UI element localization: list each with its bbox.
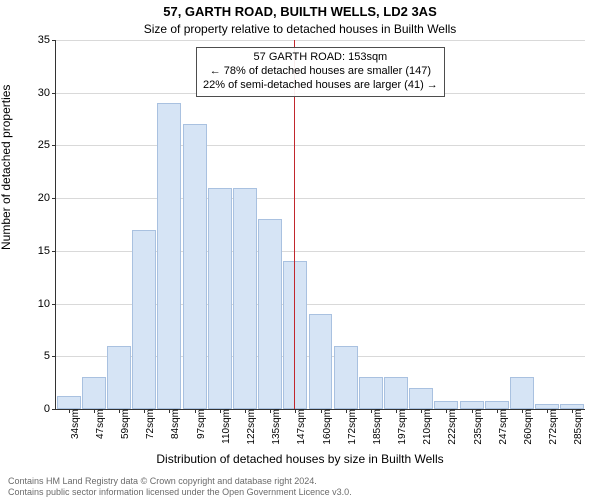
xtick-label: 122sqm [242, 409, 257, 445]
gridline [56, 40, 585, 41]
histogram-bar [384, 377, 408, 409]
histogram-bar [258, 219, 282, 409]
histogram-bar [434, 401, 458, 409]
x-axis-label: Distribution of detached houses by size … [0, 452, 600, 466]
ytick-label: 0 [44, 403, 56, 415]
ytick-label: 10 [38, 298, 56, 310]
xtick-label: 197sqm [393, 409, 408, 445]
xtick-label: 59sqm [116, 409, 131, 439]
ytick-label: 15 [38, 245, 56, 257]
xtick-label: 185sqm [368, 409, 383, 445]
histogram-bar [183, 124, 207, 409]
credit-text: Contains HM Land Registry data © Crown c… [8, 476, 592, 499]
gridline [56, 198, 585, 199]
xtick-label: 110sqm [217, 409, 232, 444]
annotation-box: 57 GARTH ROAD: 153sqm← 78% of detached h… [196, 47, 445, 96]
histogram-bar [485, 401, 509, 409]
xtick-label: 135sqm [267, 409, 282, 445]
credit-line-1: Contains HM Land Registry data © Crown c… [8, 476, 592, 487]
annotation-line: ← 78% of detached houses are smaller (14… [203, 65, 438, 79]
xtick-label: 147sqm [292, 409, 307, 445]
xtick-label: 272sqm [544, 409, 559, 445]
ytick-label: 25 [38, 139, 56, 151]
xtick-label: 235sqm [469, 409, 484, 445]
xtick-label: 247sqm [494, 409, 509, 445]
credit-line-2: Contains public sector information licen… [8, 487, 592, 498]
ytick-label: 20 [38, 192, 56, 204]
histogram-bar [57, 396, 81, 409]
histogram-bar [334, 346, 358, 409]
histogram-bar [409, 388, 433, 409]
xtick-label: 84sqm [166, 409, 181, 439]
histogram-bar [460, 401, 484, 409]
xtick-label: 222sqm [443, 409, 458, 445]
annotation-line: 22% of semi-detached houses are larger (… [203, 79, 438, 93]
histogram-bar [510, 377, 534, 409]
histogram-bar [283, 261, 307, 409]
xtick-label: 210sqm [418, 409, 433, 445]
y-axis-label: Number of detached properties [0, 85, 13, 250]
histogram-bar [359, 377, 383, 409]
histogram-bar [82, 377, 106, 409]
histogram-bar [309, 314, 333, 409]
xtick-label: 34sqm [66, 409, 81, 439]
xtick-label: 47sqm [91, 409, 106, 439]
annotation-line: 57 GARTH ROAD: 153sqm [203, 51, 438, 65]
ytick-label: 5 [44, 350, 56, 362]
xtick-label: 160sqm [318, 409, 333, 445]
xtick-label: 285sqm [569, 409, 584, 445]
histogram-bar [157, 103, 181, 409]
chart-container: 57, GARTH ROAD, BUILTH WELLS, LD2 3AS Si… [0, 0, 600, 500]
ytick-label: 30 [38, 87, 56, 99]
plot-area: 0510152025303534sqm47sqm59sqm72sqm84sqm9… [55, 40, 585, 410]
xtick-label: 260sqm [519, 409, 534, 445]
histogram-bar [132, 230, 156, 409]
chart-title-sub: Size of property relative to detached ho… [0, 22, 600, 36]
xtick-label: 172sqm [343, 409, 358, 445]
histogram-bar [208, 188, 232, 409]
chart-title-super: 57, GARTH ROAD, BUILTH WELLS, LD2 3AS [0, 4, 600, 19]
histogram-bar [107, 346, 131, 409]
xtick-label: 97sqm [192, 409, 207, 439]
xtick-label: 72sqm [141, 409, 156, 439]
ytick-label: 35 [38, 34, 56, 46]
histogram-bar [233, 188, 257, 409]
gridline [56, 145, 585, 146]
